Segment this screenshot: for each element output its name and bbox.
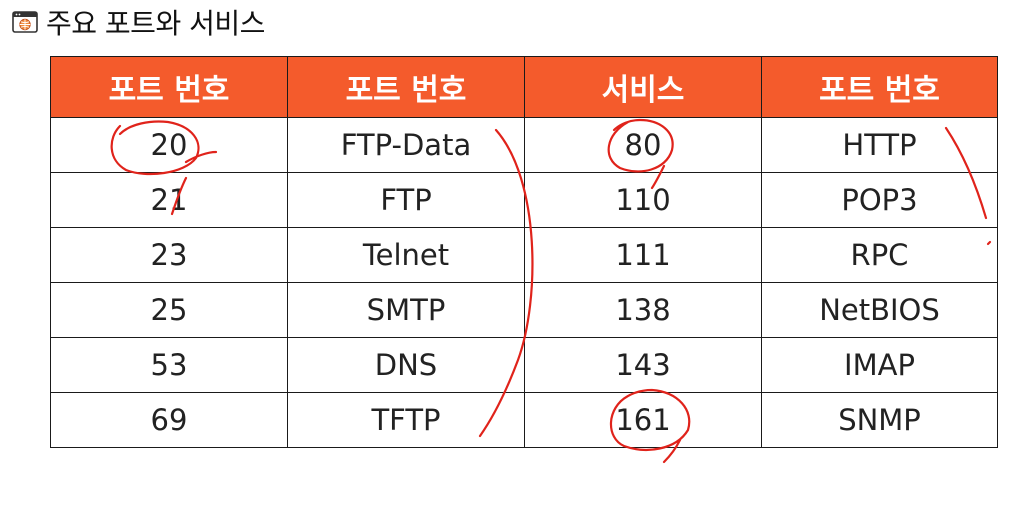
table-cell: SMTP	[287, 282, 525, 338]
ports-table: 포트 번호 포트 번호 서비스 포트 번호 20 FTP-Data 80 HTT…	[50, 56, 998, 448]
table-cell: 20	[50, 117, 288, 173]
table-cell: 80	[524, 117, 762, 173]
table-row: 20 FTP-Data 80 HTTP	[50, 117, 998, 173]
table-cell: NetBIOS	[761, 282, 998, 338]
table-cell: FTP-Data	[287, 117, 525, 173]
table-cell: FTP	[287, 172, 525, 228]
table-row: 53 DNS 143 IMAP	[50, 337, 998, 393]
table-cell: IMAP	[761, 337, 998, 393]
table-cell: 21	[50, 172, 288, 228]
table-cell: 138	[524, 282, 762, 338]
section-heading: 주요 포트와 서비스	[12, 2, 265, 42]
table-row: 21 FTP 110 POP3	[50, 172, 998, 228]
column-header-port-number-3: 포트 번호	[761, 56, 998, 118]
table-header-row: 포트 번호 포트 번호 서비스 포트 번호	[50, 56, 998, 118]
table-cell: 143	[524, 337, 762, 393]
table-cell: HTTP	[761, 117, 998, 173]
table-row: 69 TFTP 161 SNMP	[50, 392, 998, 448]
table-cell: DNS	[287, 337, 525, 393]
table-cell: SNMP	[761, 392, 998, 448]
column-header-service: 서비스	[524, 56, 762, 118]
table-cell: 25	[50, 282, 288, 338]
table-cell: 161	[524, 392, 762, 448]
browser-window-globe-icon	[12, 11, 38, 33]
page-title: 주요 포트와 서비스	[46, 7, 265, 40]
column-header-port-number-2: 포트 번호	[287, 56, 525, 118]
table-cell: 111	[524, 227, 762, 283]
table-cell: POP3	[761, 172, 998, 228]
table-row: 25 SMTP 138 NetBIOS	[50, 282, 998, 338]
column-header-port-number: 포트 번호	[50, 56, 288, 118]
table-cell: 110	[524, 172, 762, 228]
table-cell: TFTP	[287, 392, 525, 448]
table-cell: 53	[50, 337, 288, 393]
table-cell: 69	[50, 392, 288, 448]
table-cell: 23	[50, 227, 288, 283]
table-cell: Telnet	[287, 227, 525, 283]
table-row: 23 Telnet 111 RPC	[50, 227, 998, 283]
table-cell: RPC	[761, 227, 998, 283]
